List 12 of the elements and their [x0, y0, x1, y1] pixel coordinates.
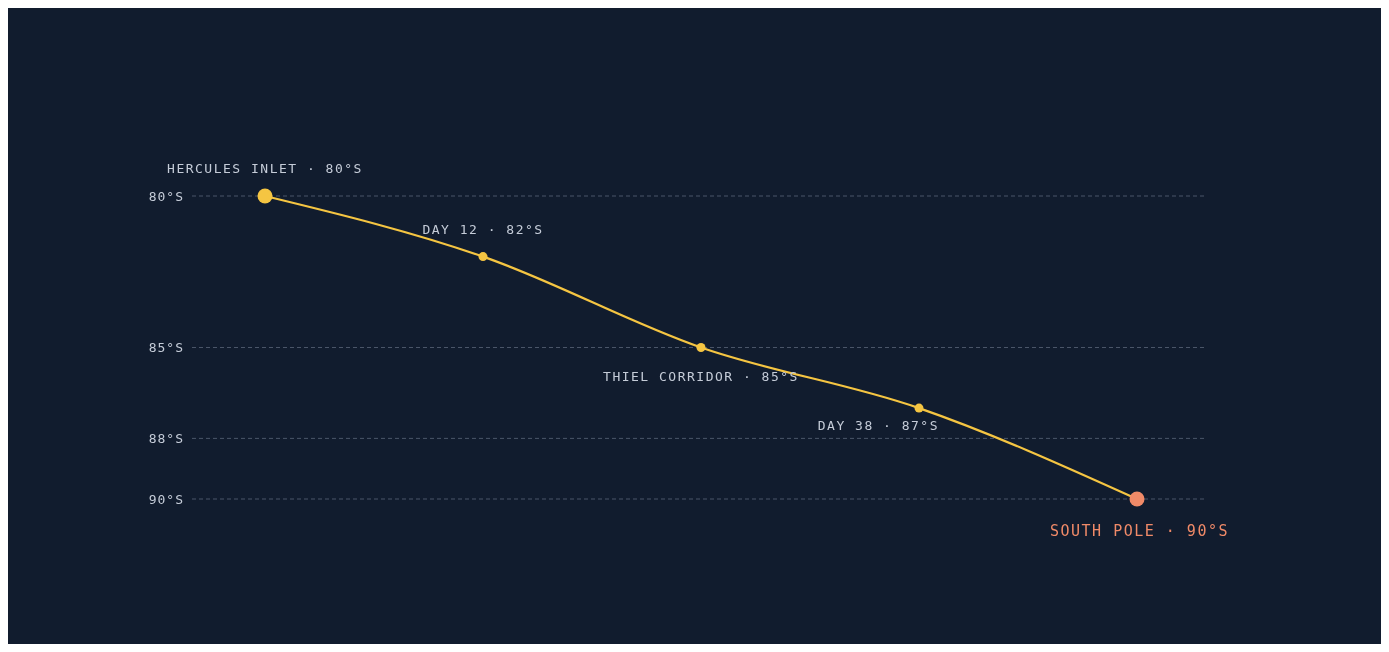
annotation: THIEL CORRIDOR · 85°S — [603, 368, 799, 384]
text: SOUTH POLE · 90°S — [1049, 522, 1229, 540]
y-tick-label: 85°S — [148, 340, 184, 356]
annotation: DAY 38 · 87°S — [817, 418, 939, 434]
y-tick-label: 80°S — [148, 188, 184, 204]
point — [696, 343, 706, 352]
y-tick-label: 90°S — [148, 491, 184, 507]
point — [914, 403, 924, 413]
annotation: DAY 12 · 82°S — [422, 221, 544, 237]
text: HERCULES INLET · 80°S — [167, 161, 363, 176]
point — [478, 252, 488, 262]
y-tick-label: 88°S — [148, 430, 184, 446]
